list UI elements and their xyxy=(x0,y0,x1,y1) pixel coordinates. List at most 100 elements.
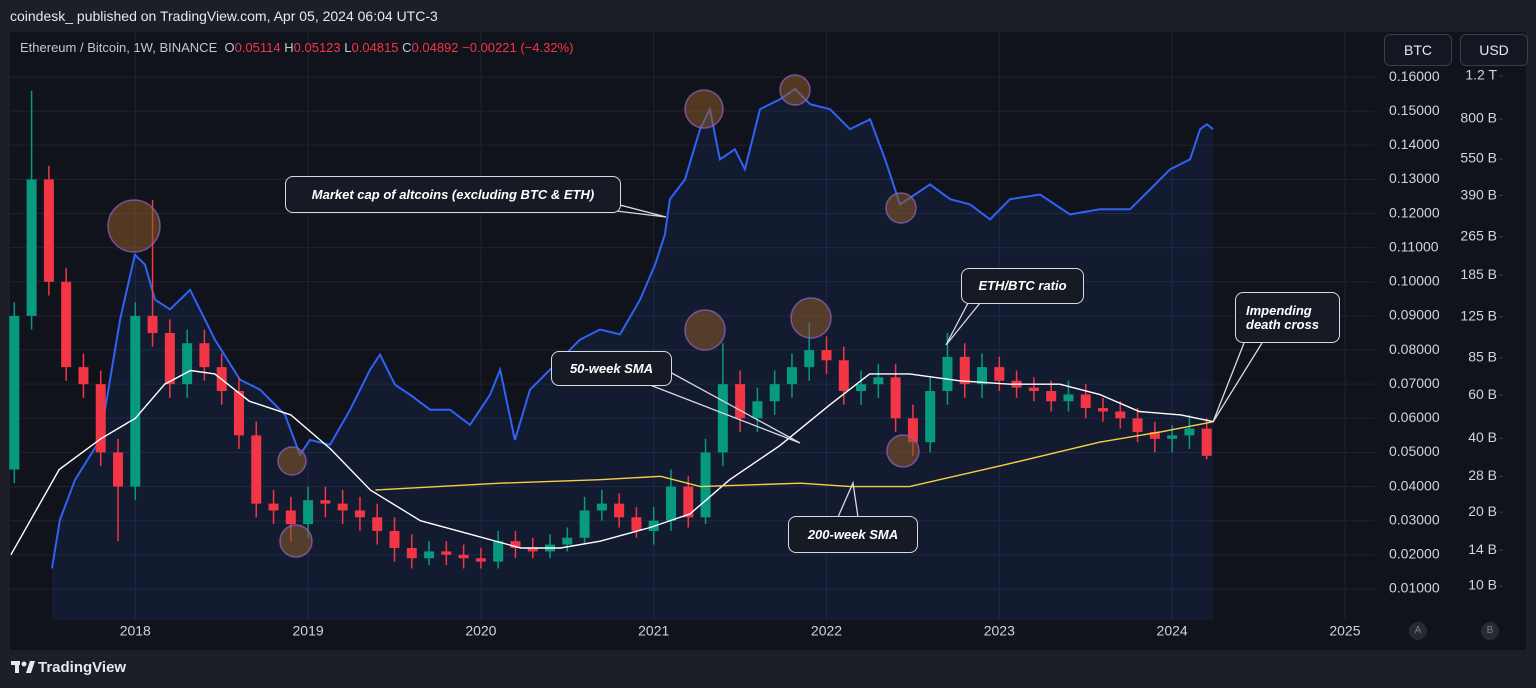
candle-body xyxy=(873,377,884,385)
ohlc-key: C xyxy=(402,40,412,55)
y-tick-label: 0.03000 xyxy=(1389,511,1440,527)
x-tick-label: 2025 xyxy=(1329,623,1360,639)
pointers xyxy=(599,202,1263,518)
candle-body xyxy=(579,510,590,538)
y2-tick-label: 265 B xyxy=(1460,227,1497,243)
y-tick-label: 0.08000 xyxy=(1389,341,1440,357)
y2-tick-label: 390 B xyxy=(1460,186,1497,202)
y2-tick-label: 125 B xyxy=(1460,308,1497,324)
candle-body xyxy=(1080,394,1091,409)
candle-body xyxy=(717,384,728,453)
candle-body xyxy=(441,551,452,555)
ohlc-value: 0.05114 xyxy=(234,40,281,55)
candle-body xyxy=(614,503,625,518)
logo xyxy=(11,661,35,673)
candle-body xyxy=(493,541,504,562)
y-tick-label: 0.06000 xyxy=(1389,409,1440,425)
candle-body xyxy=(683,486,694,518)
log-scale-button[interactable]: B xyxy=(1481,622,1499,640)
candle-body xyxy=(303,500,314,525)
candle-body xyxy=(26,179,37,316)
pointer xyxy=(1212,342,1263,423)
candle-body xyxy=(475,558,486,562)
highlight-circle xyxy=(277,446,307,476)
ohlc-value: 0.05123 xyxy=(293,40,341,55)
candle-body xyxy=(1201,428,1212,456)
candle-body xyxy=(285,510,296,525)
candle-body xyxy=(631,517,642,531)
x-tick-label: 2023 xyxy=(984,623,1015,639)
x-tick-label: 2021 xyxy=(638,623,669,639)
auto-scale-button[interactable]: A xyxy=(1409,622,1427,640)
y-tick-label: 0.09000 xyxy=(1389,307,1440,323)
y-tick-label: 0.05000 xyxy=(1389,443,1440,459)
candle-body xyxy=(1046,391,1057,402)
candle-body xyxy=(95,384,106,453)
ohlc-value: 0.04815 xyxy=(351,40,399,55)
ohlc-key: L xyxy=(344,40,352,55)
candle-body xyxy=(1167,435,1178,439)
candle-body xyxy=(1028,387,1039,392)
y-tick-label: 0.11000 xyxy=(1389,238,1439,254)
candle-body xyxy=(1098,408,1109,412)
x-tick-label: 2022 xyxy=(811,623,842,639)
base-currency-button[interactable]: BTC xyxy=(1384,34,1452,66)
quote-currency-button[interactable]: USD xyxy=(1460,34,1528,66)
candle-body xyxy=(406,547,417,559)
change: −0.00221 (−4.32%) xyxy=(462,40,574,55)
candle-body xyxy=(61,281,72,368)
line xyxy=(375,421,1214,491)
candle-body xyxy=(856,384,867,392)
legend: Ethereum / Bitcoin, 1W, BINANCE O0.05114… xyxy=(20,40,573,55)
candle-body xyxy=(977,367,988,385)
y2-tick-label: 550 B xyxy=(1460,150,1497,166)
highlight-circle xyxy=(886,434,920,468)
x-tick-label: 2020 xyxy=(465,623,496,639)
candle-body xyxy=(389,530,400,548)
y2-tick-label: 40 B xyxy=(1468,429,1497,445)
y-tick-label: 0.07000 xyxy=(1389,375,1440,391)
x-tick-label: 2024 xyxy=(1157,623,1188,639)
highlight-circle xyxy=(107,199,161,253)
y2-tick-label: 14 B xyxy=(1468,541,1497,557)
candle-body xyxy=(199,343,210,368)
candle-body xyxy=(251,435,262,504)
candle-body xyxy=(562,537,573,545)
candle-body xyxy=(700,452,711,518)
highlight-circle xyxy=(885,192,917,224)
candle-body xyxy=(596,503,607,511)
y2-tick-label: 20 B xyxy=(1468,503,1497,519)
annotation: 50-week SMA xyxy=(551,351,672,386)
y-tick-label: 0.15000 xyxy=(1389,102,1440,118)
candle-body xyxy=(233,391,244,436)
y-tick-label: 0.13000 xyxy=(1389,170,1440,186)
y-tick-label: 0.12000 xyxy=(1389,204,1440,220)
candle-body xyxy=(786,367,797,385)
candle-body xyxy=(769,384,780,402)
candle-body xyxy=(665,486,676,521)
candle-body xyxy=(821,350,832,361)
candle-body xyxy=(527,547,538,552)
y-tick-label: 0.14000 xyxy=(1389,136,1440,152)
candle-body xyxy=(9,315,20,470)
candle-body xyxy=(43,179,54,282)
annotation: Market cap of altcoins (excluding BTC & … xyxy=(285,176,621,213)
candle-body xyxy=(354,510,365,518)
candle-body xyxy=(182,343,193,385)
candle-body xyxy=(510,541,521,548)
line xyxy=(51,87,1214,569)
y2-tick-label: 800 B xyxy=(1460,110,1497,126)
candle-body xyxy=(907,418,918,443)
candle-body xyxy=(458,554,469,559)
candle-body xyxy=(337,503,348,511)
candle-body xyxy=(1132,418,1143,432)
y-tick-label: 0.02000 xyxy=(1389,546,1440,562)
x-tick-label: 2019 xyxy=(293,623,324,639)
y2-tick-label: 85 B xyxy=(1468,349,1497,365)
candle-body xyxy=(890,377,901,419)
annotation: ETH/BTC ratio xyxy=(961,268,1084,304)
ohlc-key: H xyxy=(284,40,294,55)
candle-body xyxy=(1063,394,1074,402)
